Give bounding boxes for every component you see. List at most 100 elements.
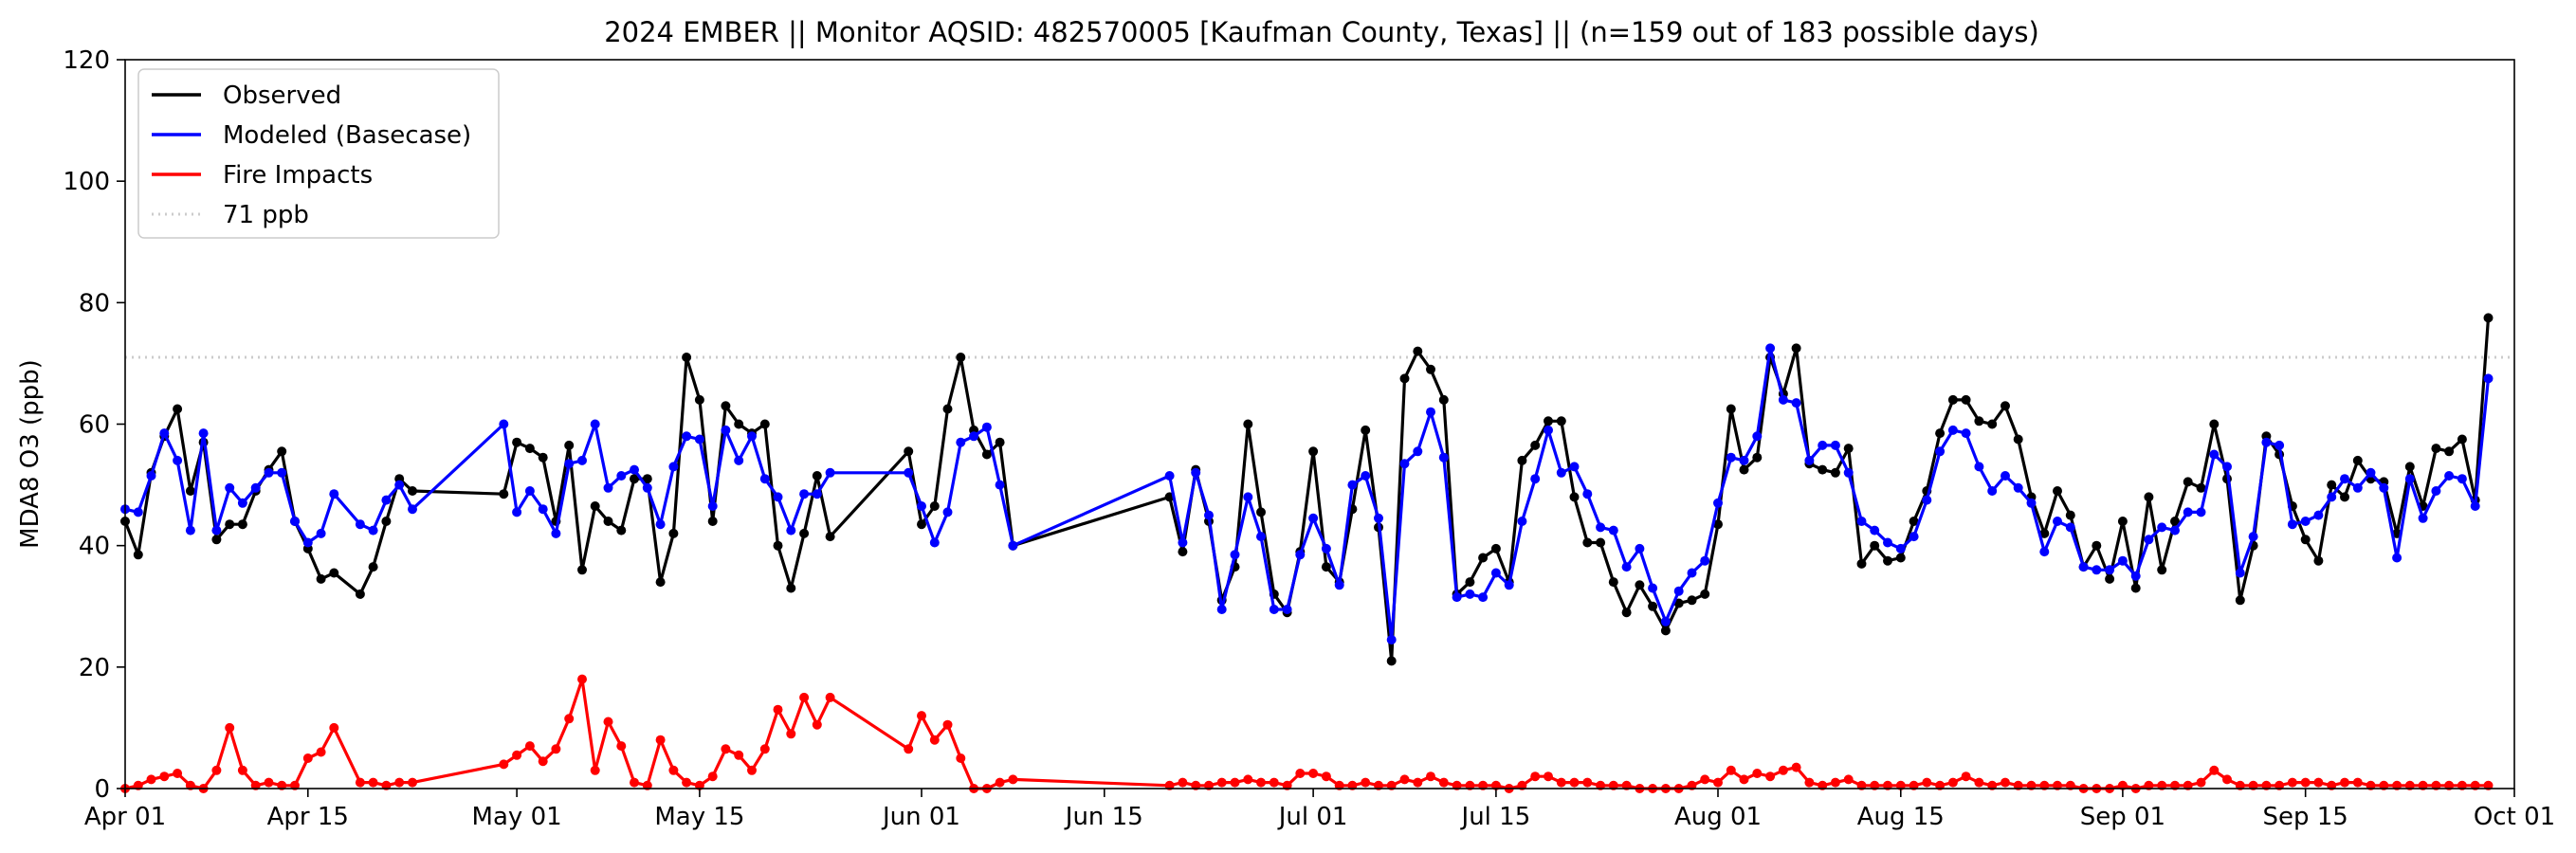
data-point-observed [603,517,613,526]
data-point-fire-impacts [329,722,339,733]
data-point-modeled-basecase [1216,605,1227,614]
data-point-observed [1870,540,1880,551]
data-point-modeled-basecase [1895,543,1906,554]
data-point-modeled-basecase [2053,517,2062,526]
data-point-fire-impacts [159,771,170,782]
data-point-observed [1883,555,1892,566]
data-point-modeled-basecase [1556,467,1566,478]
data-point-fire-impacts [2001,777,2010,788]
data-point-observed [2039,528,2050,538]
data-point-observed [1713,519,1723,530]
data-point-modeled-basecase [2183,507,2193,517]
data-point-observed [1648,601,1658,611]
data-point-modeled-basecase [524,486,535,496]
data-point-fire-impacts [2222,774,2232,785]
data-point-fire-impacts [1361,777,1371,788]
data-point-observed [825,532,835,542]
data-point-modeled-basecase [2483,373,2494,384]
data-point-fire-impacts [1726,765,1736,775]
data-point-modeled-basecase [146,471,156,481]
data-point-observed [1465,577,1475,588]
data-point-fire-impacts [1569,777,1580,788]
data-point-modeled-basecase [302,537,313,548]
data-point-modeled-basecase [682,431,692,442]
data-point-observed [929,501,940,511]
data-point-modeled-basecase [368,525,378,535]
data-point-modeled-basecase [1530,474,1541,484]
data-point-modeled-basecase [173,455,183,465]
data-point-fire-impacts [1804,777,1815,788]
data-point-observed [1361,425,1371,435]
data-point-observed [956,353,966,362]
data-point-observed [2431,444,2441,454]
data-point-observed [2235,595,2245,606]
data-point-modeled-basecase [1413,446,1423,457]
series-line-fire-impacts [124,677,2489,790]
data-point-fire-impacts [668,765,679,775]
data-point-observed [668,528,679,538]
data-point-observed [917,519,926,530]
data-point-fire-impacts [942,719,953,730]
data-point-modeled-basecase [799,489,810,499]
x-tick-label: Apr 15 [267,803,349,831]
data-point-observed [1843,444,1854,454]
data-point-observed [759,419,770,429]
data-point-modeled-basecase [1008,540,1018,551]
data-point-modeled-basecase [564,459,575,469]
data-point-modeled-basecase [2196,507,2206,517]
data-point-observed [1895,553,1906,563]
data-point-modeled-basecase [1818,440,1828,450]
data-point-fire-impacts [211,765,222,775]
data-point-fire-impacts [1530,771,1541,782]
data-point-observed [355,589,365,599]
x-tick-label: Jun 01 [881,803,960,831]
x-tick-label: Jul 01 [1277,803,1348,831]
data-point-modeled-basecase [264,467,274,478]
data-point-observed [995,437,1005,447]
data-point-modeled-basecase [917,501,926,511]
data-point-observed [904,446,914,457]
data-point-observed [1635,580,1645,590]
data-point-fire-impacts [316,747,326,757]
data-point-modeled-basecase [1700,555,1710,566]
data-point-modeled-basecase [2392,553,2402,563]
data-point-observed [2327,480,2337,490]
data-point-modeled-basecase [942,507,953,517]
data-point-observed [2300,535,2311,545]
data-point-modeled-basecase [1478,592,1489,603]
data-point-observed [1256,507,1266,517]
data-point-observed [538,452,548,463]
data-point-observed [1544,416,1553,426]
data-point-fire-impacts [1843,774,1854,785]
y-tick-label: 0 [94,775,110,804]
data-point-modeled-basecase [1517,517,1527,526]
data-point-modeled-basecase [1687,568,1697,578]
data-point-modeled-basecase [1648,583,1658,593]
data-point-observed [2404,462,2415,472]
data-point-modeled-basecase [1544,425,1553,435]
data-point-observed [2013,434,2023,445]
data-point-observed [2130,583,2141,593]
data-point-observed [1700,589,1710,599]
data-point-modeled-basecase [2039,547,2050,557]
legend-label-71-ppb: 71 ppb [223,201,309,229]
data-point-observed [1818,464,1828,475]
data-point-modeled-basecase [185,525,195,535]
data-point-fire-impacts [2340,777,2349,788]
data-point-modeled-basecase [512,507,522,517]
data-point-modeled-basecase [1295,550,1306,560]
data-point-modeled-basecase [590,419,600,429]
data-point-fire-impacts [734,750,744,760]
data-point-observed [694,394,704,405]
data-point-observed [707,517,718,526]
data-point-fire-impacts [551,744,561,754]
data-point-fire-impacts [1230,777,1240,788]
data-point-modeled-basecase [1230,550,1240,560]
data-point-modeled-basecase [1739,455,1749,465]
data-point-observed [1596,537,1606,548]
data-point-observed [1673,598,1684,608]
data-point-observed [1947,394,1958,405]
data-point-fire-impacts [812,719,822,730]
data-point-observed [2092,540,2102,551]
data-point-modeled-basecase [929,537,940,548]
